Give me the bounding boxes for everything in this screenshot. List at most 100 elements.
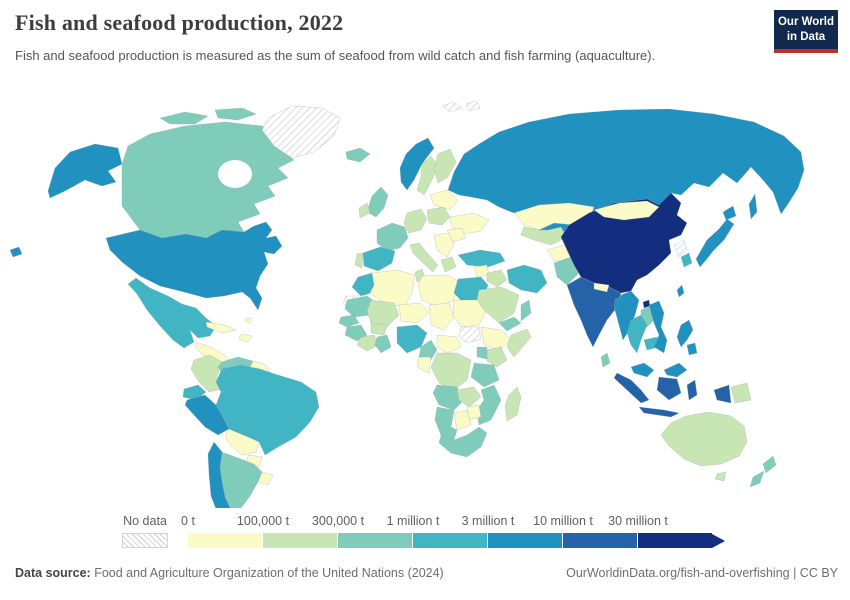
country-south-korea[interactable] [680, 252, 693, 268]
country-peru[interactable] [184, 394, 230, 436]
country-taiwan[interactable] [676, 284, 685, 298]
country-united-kingdom[interactable] [366, 186, 389, 218]
country-turkey[interactable] [457, 249, 506, 268]
legend-swatch-4[interactable] [488, 533, 562, 548]
country-iran[interactable] [506, 264, 548, 294]
country-sweden[interactable] [416, 155, 439, 196]
country-norway[interactable] [399, 137, 435, 191]
country-kenya[interactable] [486, 346, 508, 368]
country-philippines-luzon[interactable] [676, 319, 694, 348]
country-philippines-mindanao[interactable] [686, 342, 698, 356]
country-indonesia-kalimantan[interactable] [656, 376, 682, 401]
country-vietnam[interactable] [648, 300, 668, 354]
country-japan[interactable] [695, 218, 735, 268]
country-mozambique[interactable] [476, 384, 502, 426]
country-sri-lanka[interactable] [600, 352, 611, 368]
country-somalia[interactable] [506, 328, 532, 358]
country-france[interactable] [376, 222, 409, 252]
country-balkans[interactable] [433, 232, 455, 258]
country-ireland[interactable] [358, 202, 371, 219]
country-new-zealand-south[interactable] [749, 470, 765, 488]
country-svalbard-2[interactable] [465, 100, 481, 112]
country-japan-hokkaido[interactable] [722, 205, 737, 221]
country-burkina-faso[interactable] [370, 322, 388, 336]
country-alaska[interactable] [47, 143, 123, 199]
country-south-sudan[interactable] [458, 326, 482, 344]
country-uganda[interactable] [476, 346, 488, 360]
country-baltics-belarus[interactable] [429, 189, 459, 211]
country-zambia[interactable] [456, 386, 482, 408]
country-canada-arctic-2[interactable] [214, 107, 257, 121]
legend-swatch-2[interactable] [338, 533, 412, 548]
country-chile[interactable] [207, 441, 231, 508]
country-usa[interactable] [105, 221, 283, 311]
country-thailand[interactable] [626, 314, 648, 354]
country-canada-arctic-1[interactable] [159, 111, 209, 125]
country-iraq[interactable] [486, 269, 508, 288]
country-gabon-congo[interactable] [416, 356, 432, 374]
country-brazil[interactable] [215, 364, 320, 456]
country-indonesia-papua[interactable] [713, 384, 732, 404]
country-tasmania[interactable] [714, 471, 727, 482]
country-bolivia[interactable] [224, 428, 260, 456]
country-malaysia-borneo[interactable] [663, 362, 688, 378]
country-svalbard[interactable] [441, 101, 463, 113]
country-uruguay[interactable] [257, 471, 274, 486]
country-saudi-arabia[interactable] [476, 286, 520, 324]
country-iceland[interactable] [345, 147, 371, 163]
country-botswana[interactable] [453, 409, 472, 431]
country-ethiopia[interactable] [480, 326, 512, 351]
country-chad[interactable] [428, 302, 455, 331]
country-namibia[interactable] [434, 406, 458, 441]
country-libya[interactable] [417, 274, 459, 308]
country-sakhalin[interactable] [748, 193, 758, 220]
country-indonesia-sulawesi[interactable] [686, 379, 698, 401]
country-poland[interactable] [426, 206, 451, 226]
country-papua-new-guinea[interactable] [730, 382, 752, 404]
country-mongolia[interactable] [593, 200, 660, 221]
country-cuba[interactable] [205, 321, 237, 334]
country-indonesia-java[interactable] [638, 406, 680, 418]
country-nepal[interactable] [593, 282, 610, 293]
country-oman[interactable] [520, 299, 532, 322]
country-central-african-republic[interactable] [436, 334, 462, 354]
country-madagascar[interactable] [504, 386, 522, 422]
country-china[interactable] [560, 192, 688, 294]
country-senegal[interactable] [338, 314, 360, 328]
country-greece[interactable] [440, 256, 457, 273]
country-romania[interactable] [446, 227, 466, 243]
country-hispaniola[interactable] [238, 333, 253, 343]
country-indonesia-sumatra[interactable] [613, 372, 650, 404]
legend-swatch-3[interactable] [413, 533, 487, 548]
country-new-zealand-north[interactable] [762, 455, 777, 474]
owid-logo[interactable]: Our World in Data [774, 10, 838, 53]
country-portugal[interactable] [354, 252, 364, 269]
legend-swatch-6[interactable] [638, 533, 712, 548]
country-italy[interactable] [409, 242, 439, 273]
country-bahamas[interactable] [244, 317, 253, 324]
country-tanzania[interactable] [470, 362, 500, 388]
country-niger[interactable] [398, 302, 430, 324]
legend-no-data-swatch[interactable] [122, 533, 168, 548]
country-mali[interactable] [366, 299, 400, 328]
country-north-korea[interactable] [673, 239, 688, 258]
country-greenland[interactable] [261, 105, 341, 159]
owid-logo-line1: Our World [777, 16, 834, 28]
footer-attribution-link[interactable]: OurWorldinData.org/fish-and-overfishing … [566, 566, 838, 580]
legend-swatch-0[interactable] [188, 533, 262, 548]
country-australia[interactable] [660, 411, 748, 467]
country-hawaii[interactable] [10, 246, 23, 258]
country-malaysia-peninsular[interactable] [630, 362, 655, 378]
country-finland[interactable] [433, 148, 457, 184]
country-mexico[interactable] [127, 277, 217, 349]
legend-swatch-1[interactable] [263, 533, 337, 548]
country-yemen[interactable] [498, 316, 522, 332]
country-germany[interactable] [403, 208, 428, 234]
country-ghana[interactable] [374, 334, 392, 354]
legend-swatch-5[interactable] [563, 533, 637, 548]
country-drc[interactable] [430, 352, 472, 391]
country-south-africa[interactable] [438, 426, 488, 458]
country-spain[interactable] [362, 246, 396, 272]
country-ivory-coast-liberia[interactable] [356, 334, 380, 352]
country-uzbekistan-turkmenistan[interactable] [520, 226, 568, 246]
